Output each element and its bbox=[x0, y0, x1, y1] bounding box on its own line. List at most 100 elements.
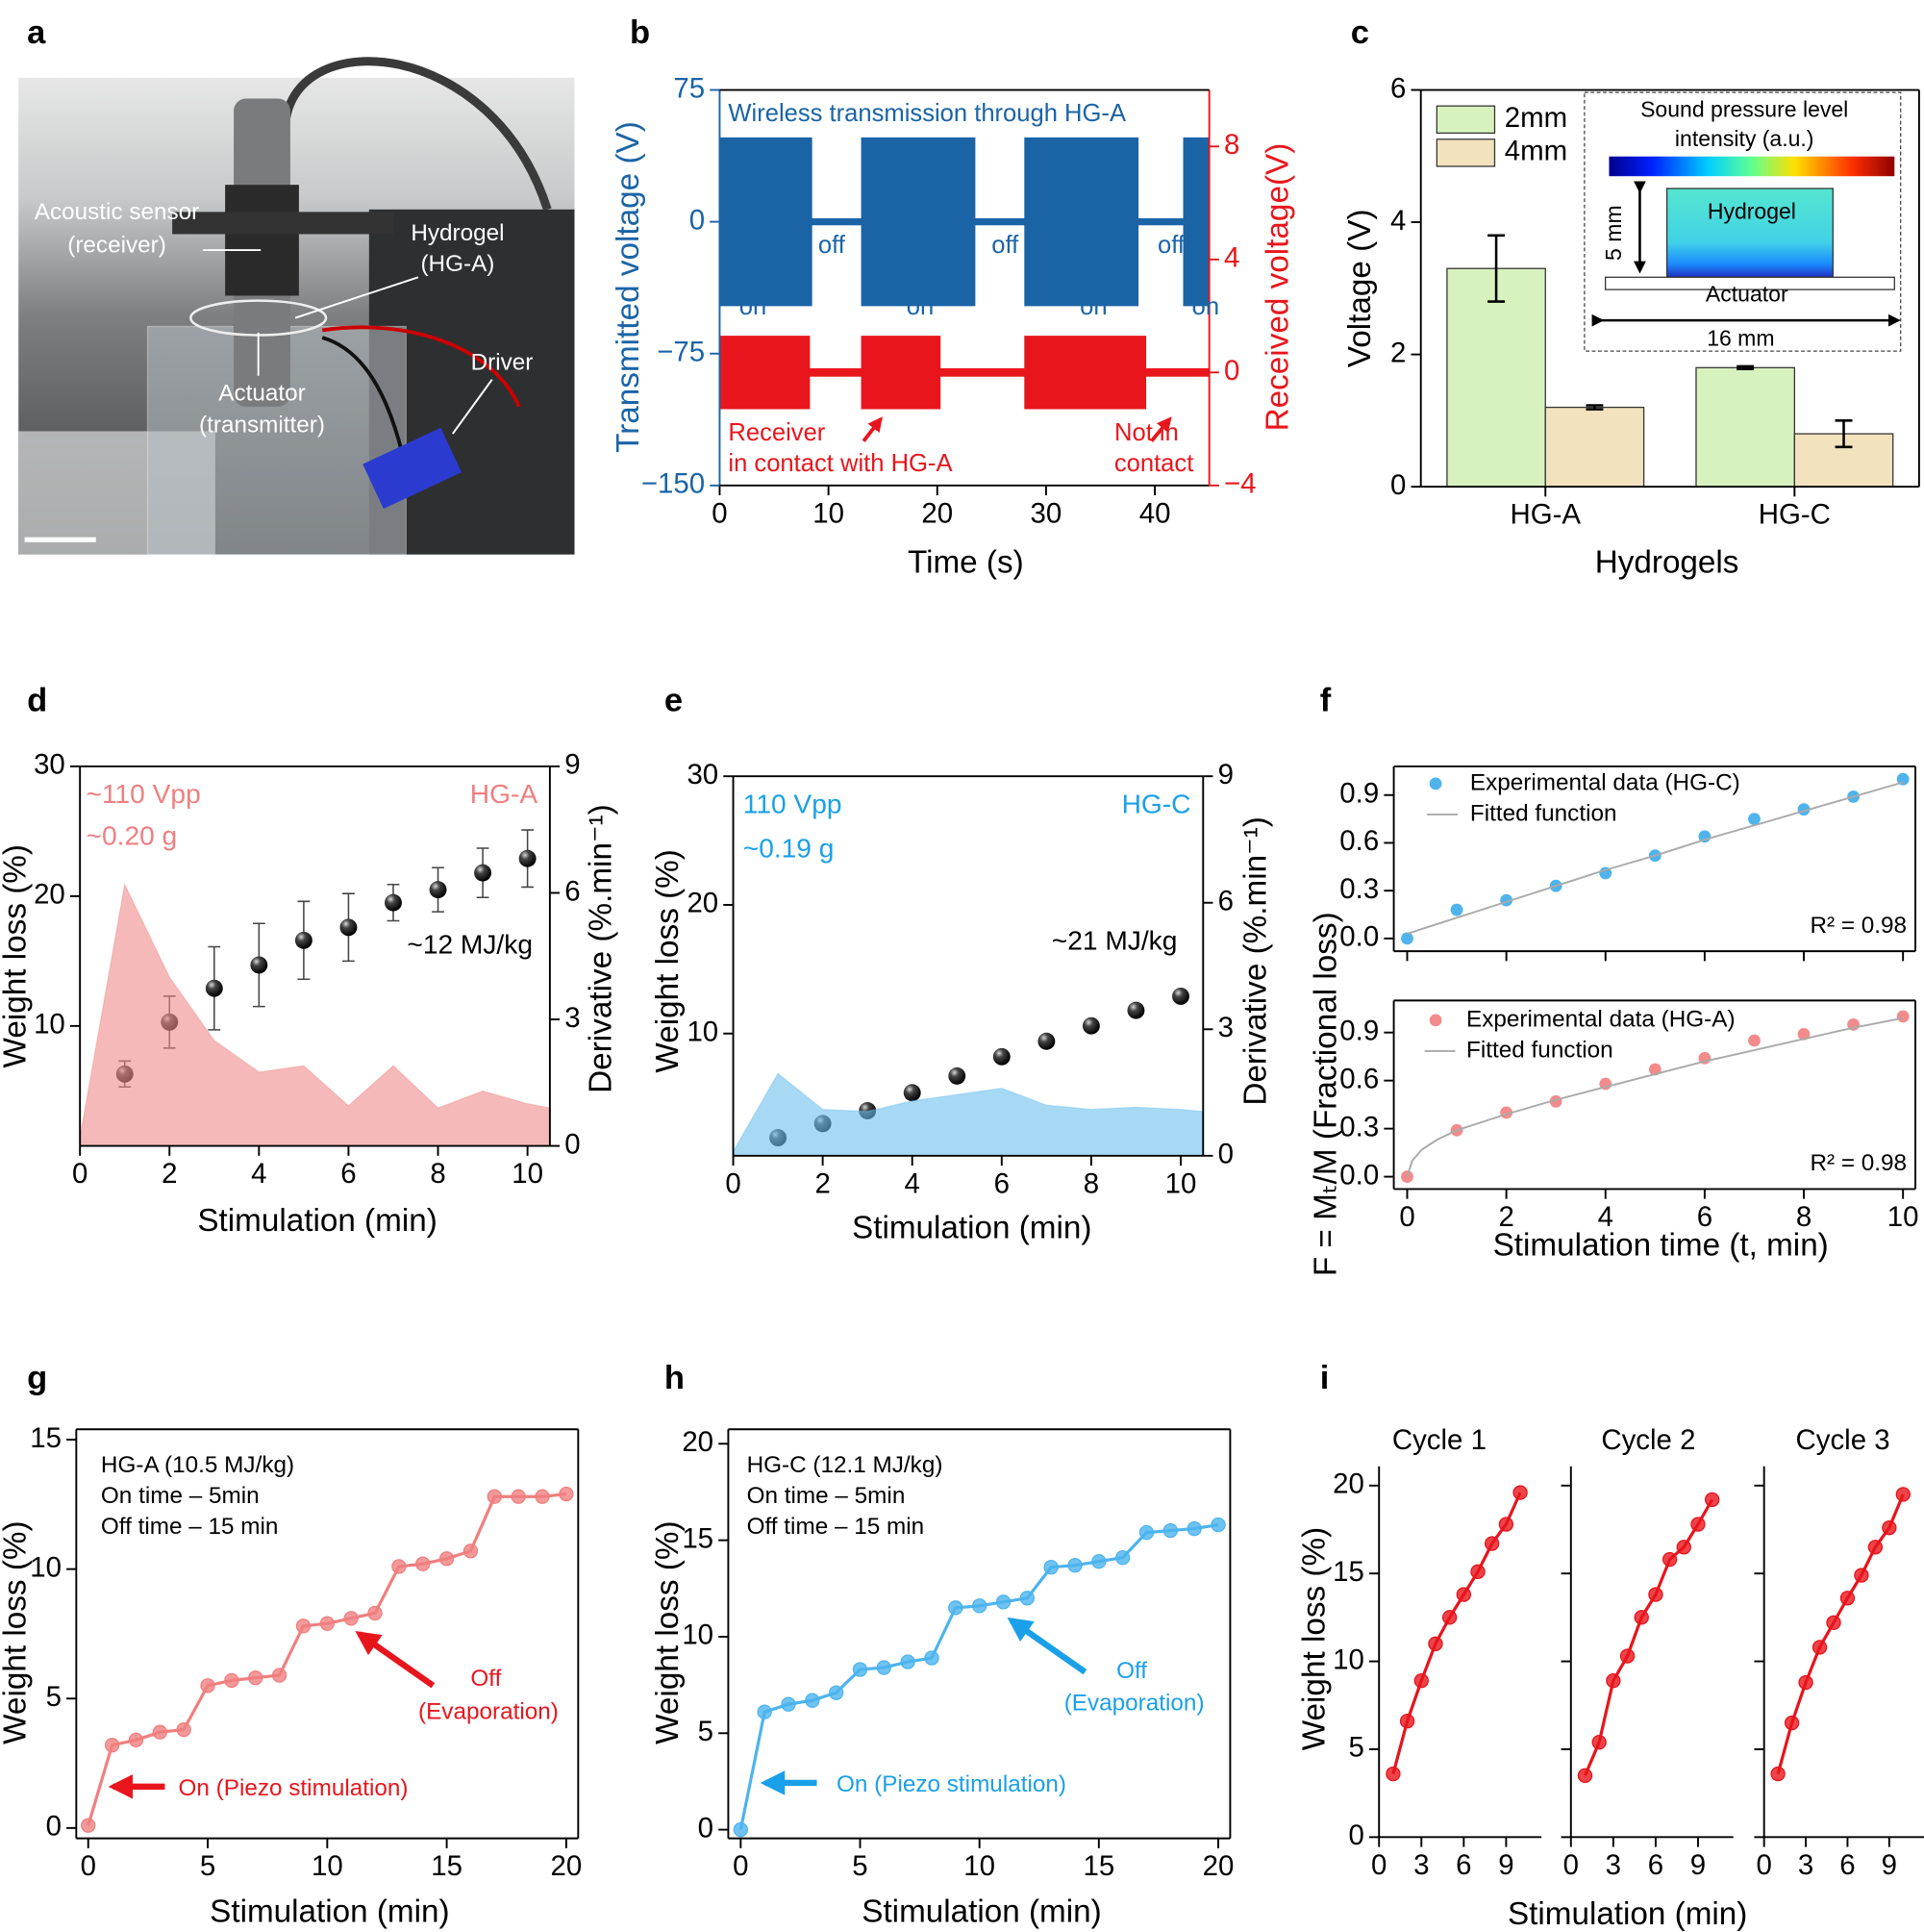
y-tick-label: 0.9 bbox=[1339, 778, 1379, 810]
annotation: On (Piezo stimulation) bbox=[179, 1775, 409, 1801]
y-tick-label: 20 bbox=[682, 1426, 713, 1458]
x-axis-label: Stimulation (min) bbox=[862, 1894, 1101, 1930]
point bbox=[205, 979, 223, 997]
y-tick-label: 5 bbox=[1349, 1732, 1364, 1764]
leader-line bbox=[294, 276, 419, 319]
y-tick-label: 75 bbox=[673, 72, 705, 104]
marker bbox=[295, 1618, 312, 1634]
marker bbox=[462, 1543, 479, 1559]
x-axis-label: Stimulation (min) bbox=[852, 1210, 1091, 1245]
x-tick-label: 6 bbox=[1648, 1849, 1663, 1881]
marker bbox=[200, 1678, 215, 1694]
annotation: ~0.19 g bbox=[743, 833, 835, 863]
panel-label: c bbox=[1351, 14, 1369, 51]
photo-label: (HG-A) bbox=[420, 251, 494, 277]
panel-label: i bbox=[1320, 1360, 1330, 1396]
marker bbox=[224, 1672, 239, 1689]
y-axis-label: Transmitted voltage (V) bbox=[611, 121, 646, 453]
y-axis-label: Weight loss (%) bbox=[0, 844, 34, 1067]
marker bbox=[1498, 1517, 1514, 1532]
marker bbox=[900, 1654, 915, 1669]
x-tick-label: 10 bbox=[512, 1158, 543, 1190]
y-tick-label: 10 bbox=[34, 1009, 65, 1041]
point bbox=[1797, 1027, 1811, 1041]
annotation: Not in bbox=[1114, 419, 1179, 446]
y2-tick-label: 6 bbox=[564, 875, 580, 907]
point bbox=[1037, 1032, 1056, 1050]
marker bbox=[319, 1616, 335, 1631]
marker bbox=[1114, 1549, 1131, 1566]
panel-label: g bbox=[27, 1360, 47, 1396]
x-tick-label: 0 bbox=[1756, 1849, 1771, 1881]
x-axis-label: Time (s) bbox=[908, 545, 1024, 581]
photo-driver bbox=[362, 427, 462, 510]
x-tick-label: 3 bbox=[1413, 1849, 1429, 1881]
marker bbox=[1704, 1492, 1720, 1508]
x-tick-label: 6 bbox=[994, 1167, 1010, 1199]
y-tick-label: −150 bbox=[641, 468, 705, 500]
annotation: Off time – 15 min bbox=[101, 1514, 279, 1540]
marker bbox=[176, 1721, 191, 1738]
annotation: HG-A (10.5 MJ/kg) bbox=[101, 1452, 294, 1478]
inset-label: 5 mm bbox=[1601, 205, 1626, 261]
y-tick-label: 2 bbox=[1390, 337, 1406, 368]
actuator-plate bbox=[1604, 276, 1895, 290]
x-tick-label: 0 bbox=[1371, 1849, 1387, 1881]
y2-tick-label: 9 bbox=[1218, 759, 1234, 790]
x-tick-label: 0 bbox=[725, 1167, 740, 1199]
annotation: off bbox=[818, 232, 846, 259]
x-tick-label: 6 bbox=[1839, 1849, 1855, 1881]
marker bbox=[876, 1660, 892, 1675]
marker bbox=[343, 1611, 359, 1626]
photo-sensor-band bbox=[225, 185, 299, 296]
marker bbox=[104, 1738, 120, 1753]
leader-line bbox=[452, 379, 493, 435]
marker bbox=[1606, 1672, 1621, 1689]
marker bbox=[757, 1704, 772, 1719]
marker bbox=[367, 1605, 383, 1621]
legend-swatch bbox=[1429, 1014, 1442, 1027]
marker bbox=[1826, 1615, 1841, 1631]
annotation: On time – 5min bbox=[747, 1483, 906, 1509]
y-axis-label: Weight loss (%) bbox=[650, 1520, 686, 1744]
signal-burst bbox=[1024, 336, 1147, 410]
marker bbox=[1812, 1640, 1828, 1655]
y-tick-label: 30 bbox=[34, 749, 65, 781]
signal-burst bbox=[861, 137, 976, 307]
photo-label: Acoustic sensor bbox=[35, 199, 200, 225]
marker bbox=[152, 1724, 167, 1740]
legend-label: 2mm bbox=[1505, 102, 1567, 134]
annotation: HG-C bbox=[1122, 789, 1191, 818]
annotation: R² = 0.98 bbox=[1810, 913, 1907, 939]
marker bbox=[535, 1489, 550, 1504]
arrow bbox=[1150, 416, 1172, 442]
y-tick-label: 15 bbox=[682, 1522, 713, 1554]
x-tick-label: HG-C bbox=[1759, 499, 1831, 531]
x-tick-label: 2 bbox=[162, 1158, 177, 1190]
point bbox=[1450, 903, 1463, 916]
marker bbox=[971, 1598, 987, 1614]
annotation: (Evaporation) bbox=[1064, 1690, 1205, 1716]
legend-swatch bbox=[1436, 105, 1496, 135]
arrow bbox=[355, 1630, 436, 1689]
point bbox=[1127, 1001, 1145, 1019]
annotation: (Evaporation) bbox=[418, 1698, 559, 1724]
marker bbox=[1428, 1636, 1443, 1651]
panel-label: e bbox=[664, 682, 683, 718]
legend-label: 4mm bbox=[1505, 136, 1567, 167]
arrow bbox=[1007, 1617, 1087, 1675]
marker bbox=[1676, 1540, 1691, 1555]
marker bbox=[1485, 1536, 1500, 1551]
marker bbox=[1138, 1524, 1155, 1541]
photo-label: Driver bbox=[471, 349, 534, 375]
x-tick-label: 9 bbox=[1882, 1849, 1897, 1881]
marker bbox=[1162, 1522, 1179, 1539]
y-tick-label: 20 bbox=[34, 879, 65, 911]
point bbox=[1748, 813, 1761, 826]
x-tick-label: 0 bbox=[81, 1850, 96, 1882]
chart-title: Cycle 2 bbox=[1601, 1424, 1695, 1456]
x-axis-label: Hydrogels bbox=[1595, 545, 1739, 581]
photo-label: Hydrogel bbox=[411, 220, 504, 246]
x-tick-label: 8 bbox=[1084, 1167, 1099, 1199]
y-axis-label: Voltage (V) bbox=[1342, 209, 1378, 367]
